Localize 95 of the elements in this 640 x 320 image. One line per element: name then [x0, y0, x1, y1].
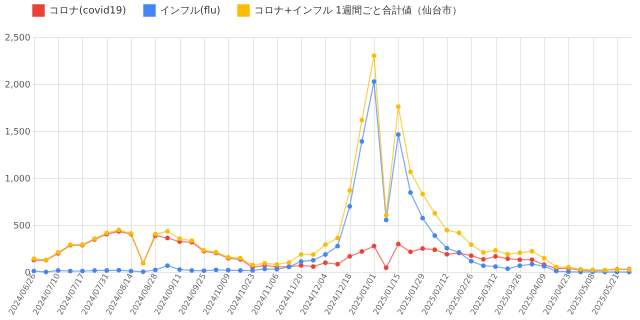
point [542, 256, 546, 261]
point [444, 228, 450, 233]
point [530, 262, 534, 267]
legend-label: コロナ+インフル 1週間ごと合計値（仙台市） [254, 4, 462, 17]
point [335, 244, 340, 248]
point [517, 263, 522, 268]
point [310, 258, 316, 263]
point [226, 268, 231, 273]
point [505, 252, 510, 257]
point [80, 268, 85, 274]
point [444, 246, 450, 251]
y-tick-label: 2,500 [4, 34, 31, 44]
point [468, 258, 474, 264]
point [517, 257, 522, 262]
point [323, 242, 328, 247]
point [262, 266, 268, 272]
point [68, 268, 73, 274]
point [177, 236, 182, 241]
point [323, 252, 328, 257]
point [493, 264, 498, 269]
point [468, 253, 474, 258]
point [274, 262, 280, 267]
point [165, 229, 170, 234]
point [360, 118, 364, 122]
point [347, 188, 352, 193]
point [214, 268, 218, 272]
point [493, 248, 498, 253]
point [165, 263, 170, 268]
legend-label: インフル(flu) [160, 6, 221, 17]
point [360, 249, 364, 254]
point [396, 132, 401, 137]
point [335, 262, 340, 267]
point [408, 250, 413, 254]
point [372, 244, 376, 248]
point [432, 211, 438, 216]
point [335, 236, 340, 240]
point [384, 213, 389, 218]
point [444, 252, 450, 257]
point [104, 268, 110, 273]
point [165, 236, 170, 240]
point [323, 260, 328, 266]
point [128, 268, 134, 274]
point [384, 265, 389, 270]
point [116, 268, 122, 273]
point [505, 266, 510, 272]
point [92, 268, 97, 273]
point [347, 254, 352, 259]
point [554, 268, 559, 274]
point [298, 259, 304, 264]
point [396, 242, 401, 246]
point [505, 256, 510, 262]
point [408, 190, 413, 195]
point [347, 204, 352, 209]
point [250, 268, 255, 273]
point [420, 192, 425, 196]
point [274, 266, 280, 272]
point [250, 262, 255, 268]
point [56, 268, 60, 273]
point [481, 257, 486, 262]
point [286, 260, 292, 265]
point [481, 263, 486, 268]
point [238, 268, 243, 273]
point [481, 250, 486, 255]
y-tick-label: 0 [24, 268, 31, 278]
point [202, 268, 206, 274]
y-tick-label: 2,000 [4, 80, 31, 90]
point [432, 247, 438, 252]
point [360, 139, 364, 144]
point [530, 257, 534, 262]
point [298, 252, 304, 257]
point [262, 260, 268, 266]
point [432, 233, 438, 238]
legend-label: コロナ(covid19) [49, 6, 126, 17]
point [517, 250, 522, 256]
point [420, 216, 425, 220]
point [372, 53, 376, 58]
y-tick-label: 500 [13, 222, 31, 232]
point [310, 252, 316, 257]
point [408, 169, 413, 174]
point [152, 268, 158, 272]
point [189, 268, 194, 273]
y-tick-label: 1,500 [4, 128, 31, 138]
point [493, 254, 498, 259]
point [420, 246, 425, 251]
point [372, 79, 376, 84]
point [530, 248, 534, 254]
point [384, 218, 389, 222]
point [298, 263, 304, 268]
point [31, 268, 36, 274]
point [310, 264, 316, 269]
point [456, 230, 462, 236]
point [177, 267, 182, 272]
point [468, 242, 474, 247]
y-tick-label: 1,000 [4, 174, 31, 184]
point [396, 104, 401, 109]
